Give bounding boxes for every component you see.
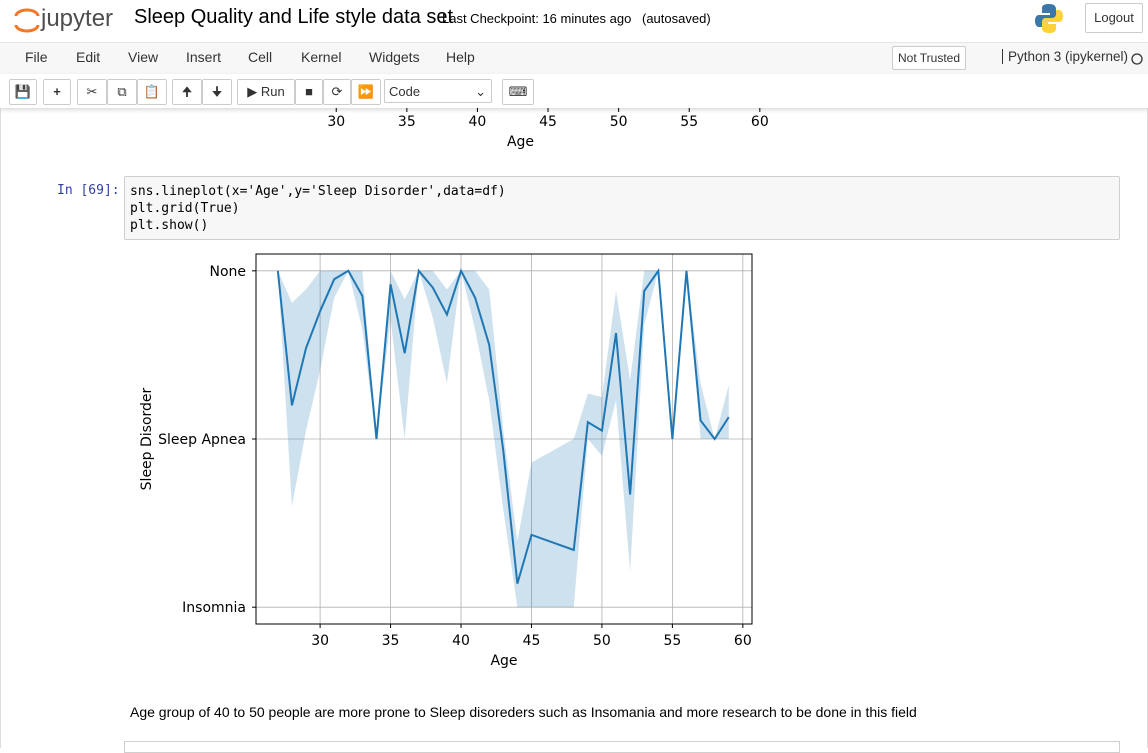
next-cell[interactable] — [124, 741, 1120, 753]
plot-output: 30 35 40 45 50 55 60 Age 30 35 40 45 50 55 60 None Sleep… — [139, 108, 769, 669]
logo-icon — [14, 8, 40, 33]
python-logo — [1035, 4, 1063, 33]
x-tick-label: 40 — [452, 633, 470, 649]
kernel-name: Python 3 (ipykernel) — [1002, 49, 1128, 64]
code-cell[interactable]: sns.lineplot(x='Age',y='Sleep Disorder',… — [124, 176, 1120, 240]
move-up-button[interactable]: 🠉 — [172, 79, 202, 105]
x-tick-label: 60 — [734, 633, 752, 649]
checkpoint: Last Checkpoint: 16 minutes ago — [442, 11, 632, 26]
x-tick-label: 35 — [382, 633, 400, 649]
cut-button[interactable]: ✂ — [77, 79, 107, 105]
x-tick-label: 55 — [663, 633, 681, 649]
menu-item[interactable]: Cell — [248, 49, 273, 65]
menu-item[interactable]: Edit — [76, 49, 101, 65]
run-button[interactable]: ▶ Run — [237, 79, 295, 105]
menu-item[interactable]: View — [128, 49, 159, 65]
y-tick-label: Sleep Apnea — [158, 432, 246, 448]
notebook-title[interactable]: Sleep Quality and Life style data set — [134, 6, 454, 28]
cell-type: Code — [389, 84, 421, 99]
restart-button[interactable]: ⟳ — [323, 79, 351, 105]
y-tick-label: None — [209, 264, 246, 280]
code-line: plt.show() — [130, 218, 209, 233]
header: jupyter Sleep Quality and Life style dat… — [0, 0, 1148, 42]
code-line: sns.lineplot(x='Age',y='Sleep Disorder',… — [130, 184, 506, 199]
menu-item[interactable]: Widgets — [369, 49, 420, 65]
code-line: plt.grid(True) — [130, 201, 240, 216]
copy-button[interactable]: ⧉ — [107, 79, 137, 105]
confidence-band — [277, 270, 729, 608]
cell-type-select[interactable]: Code ⌄ — [384, 79, 492, 103]
paste-button[interactable]: 📋 — [137, 79, 167, 105]
x-tick-label: 40 — [469, 114, 487, 130]
kernel-status — [1131, 53, 1143, 65]
x-tick-label: 60 — [751, 114, 769, 130]
run-all-button[interactable]: ⏩ — [351, 79, 381, 105]
menu-item[interactable]: Kernel — [301, 49, 342, 65]
save-button[interactable]: 💾 — [9, 79, 37, 105]
code-lines: sns.lineplot(x='Age',y='Sleep Disorder',… — [125, 177, 1119, 234]
keyboard-button[interactable]: ⌨ — [502, 79, 534, 105]
move-down-button[interactable]: 🠋 — [202, 79, 232, 105]
y-axis-label: Sleep Disorder — [139, 387, 155, 490]
run-label: Run — [260, 84, 285, 99]
logout-button[interactable]: Logout — [1085, 3, 1143, 33]
menu-bar: File Edit View Insert Cell Kernel Widgets Help … — [0, 42, 1148, 75]
x-axis-label: Age — [507, 134, 534, 150]
menu-item[interactable]: Help — [446, 49, 475, 65]
cell-prompt: In [69]: — [57, 183, 120, 198]
plot-frame — [255, 253, 753, 625]
menu-item[interactable]: Insert — [186, 49, 222, 65]
insert-button[interactable]: + — [43, 79, 71, 105]
x-tick-label: 45 — [539, 114, 557, 130]
menu-item[interactable]: File — [25, 49, 48, 65]
logo-text[interactable]: jupyter — [41, 5, 114, 32]
stop-button[interactable]: ■ — [295, 79, 323, 105]
trust-indicator[interactable]: Not Trusted — [892, 46, 966, 70]
x-axis-label: Age — [490, 653, 517, 669]
x-tick-label: 50 — [593, 633, 611, 649]
x-tick-label: 45 — [523, 633, 541, 649]
x-tick-label: 50 — [610, 114, 628, 130]
line — [276, 267, 730, 584]
x-tick-label: 55 — [680, 114, 698, 130]
toolbar: 💾 + ✂ ⧉ 📋 🠉 🠋 ▶ Run ■ ⟳ ⏩ Code ⌄ ⌨ — [0, 74, 1148, 108]
markdown-text: Age group of 40 to 50 people are more pr… — [130, 704, 917, 720]
x-tick-label: 30 — [311, 633, 329, 649]
x-tick-label: 35 — [398, 114, 416, 130]
autosaved: (autosaved) — [642, 11, 711, 26]
y-tick-label: Insomnia — [182, 600, 246, 616]
x-tick-label: 30 — [327, 114, 345, 130]
